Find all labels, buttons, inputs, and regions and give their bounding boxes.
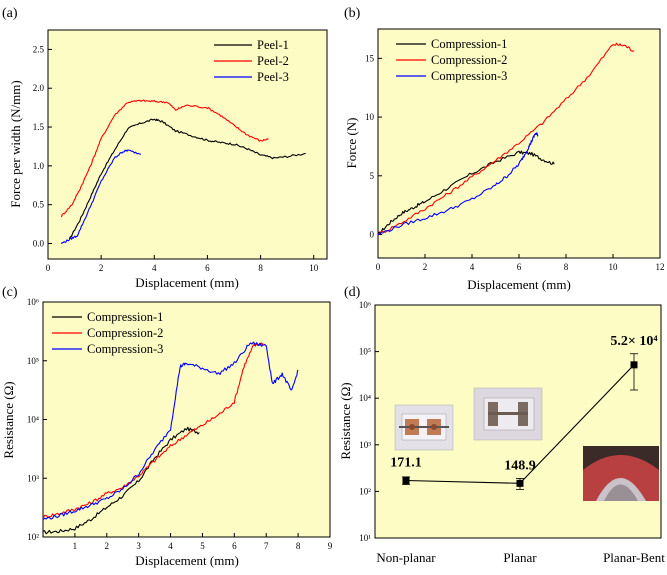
panel-a-series-2-line <box>60 99 269 218</box>
panel-c-series-3-line <box>42 341 299 521</box>
panel-d-value-label: 148.9 <box>504 458 536 473</box>
panel-d-category-label: Planar <box>503 550 537 565</box>
photo-planar <box>473 387 543 441</box>
panel-d-category-label: Planar-Bent <box>603 550 665 565</box>
panel-c-legend-label-1: Compression-1 <box>87 310 163 324</box>
panel-b-series-1-line <box>377 150 555 235</box>
panel-a-xtick-label: 4 <box>152 263 157 273</box>
panel-a-legend-label-1: Peel-1 <box>257 38 289 52</box>
panel-c-xtick-label: 3 <box>136 541 141 551</box>
panel-a-xtick-label: 8 <box>258 263 263 273</box>
panel-c-series-2-line <box>42 342 264 519</box>
panel-a-ytick-label: 1.0 <box>33 161 45 171</box>
panel-b-xtick-label: 10 <box>609 262 619 272</box>
panel-a-ytick-label: 0.0 <box>33 238 45 248</box>
panel-b-series-2-line <box>377 42 635 237</box>
panel-d-point <box>630 361 638 369</box>
panel-a-ytick-label: 2.5 <box>33 44 45 54</box>
panel-d-ylabel: Resistance (Ω) <box>338 382 353 459</box>
panel-c-ytick-label: 10² <box>27 532 39 542</box>
panel-a-xtick-label: 6 <box>205 263 210 273</box>
panel-d-category-label: Non-planar <box>376 550 436 565</box>
panel-a-ytick-label: 2.0 <box>33 83 45 93</box>
panel-a-legend-label-2: Peel-2 <box>257 54 289 68</box>
panel-b-xtick-label: 4 <box>470 262 475 272</box>
panel-b-xtick-label: 12 <box>656 262 665 272</box>
panel-b-xtick-label: 2 <box>423 262 428 272</box>
panel-c-ytick-label: 10³ <box>27 473 39 483</box>
panel-b-legend-label-2: Compression-2 <box>431 53 507 67</box>
panel-d-ytick-label: 10¹ <box>359 533 371 543</box>
panel-a-legend-label-3: Peel-3 <box>257 70 289 84</box>
panel-a-xtick-label: 2 <box>99 263 104 273</box>
photo-non-planar <box>394 404 454 451</box>
panel-d-label: (d) <box>344 285 361 300</box>
panel-c-ytick-label: 10⁵ <box>27 356 39 366</box>
panel-b-legend-label-1: Compression-1 <box>431 37 507 51</box>
panel-d-point <box>402 477 410 485</box>
photo-planar-bent <box>583 446 659 501</box>
panel-a-series-1-line <box>68 118 306 240</box>
panel-c-xtick-label: 7 <box>264 541 269 551</box>
panel-b: (b) Displacement (mm) Force (N) 0 2 4 6 8 10 1… <box>344 6 665 292</box>
panel-a-xtick-label: 10 <box>309 263 319 273</box>
panel-a-xtick-label: 0 <box>46 263 51 273</box>
panel-a-series-3-line <box>60 149 142 245</box>
panel-c-xtick-label: 5 <box>200 541 205 551</box>
panel-b-ytick-label: 0 <box>370 230 375 240</box>
panel-b-xlabel: Displacement (mm) <box>467 277 571 292</box>
panel-d-value-label: 5.2× 10⁴ <box>610 334 658 349</box>
panel-b-ytick-label: 15 <box>365 53 375 63</box>
panel-c-xlabel: Displacement (mm) <box>135 553 239 568</box>
panel-d-value-label: 171.1 <box>390 456 422 471</box>
panel-c-xtick-label: 2 <box>105 541 110 551</box>
panel-b-legend-label-3: Compression-3 <box>431 69 507 83</box>
panel-b-xtick-label: 8 <box>564 262 569 272</box>
panel-b-series-3-line <box>377 132 539 236</box>
panel-c-legend-label-2: Compression-2 <box>87 326 163 340</box>
panel-d-ytick-label: 10⁶ <box>359 300 371 310</box>
panel-c-xtick-label: 8 <box>296 541 301 551</box>
panel-c-label: (c) <box>2 285 18 300</box>
panel-c-xtick-label: 6 <box>232 541 237 551</box>
panel-c-xtick-label: 4 <box>168 541 173 551</box>
panel-c-series-1-line <box>42 426 200 535</box>
panel-d-point <box>516 479 524 487</box>
panel-a-ytick-label: 1.5 <box>33 122 45 132</box>
panel-b-ylabel: Force (N) <box>344 118 359 169</box>
panel-a-label: (a) <box>2 6 18 21</box>
panel-b-label: (b) <box>344 6 361 21</box>
panel-b-ytick-label: 5 <box>370 171 375 181</box>
panel-a-ylabel: Force per width (N/mm) <box>8 80 23 207</box>
panel-c-xtick-label: 9 <box>328 541 333 551</box>
panel-b-xtick-label: 6 <box>517 262 522 272</box>
panel-c-ytick-label: 10⁴ <box>27 415 39 425</box>
panel-a-xlabel: Displacement (mm) <box>135 275 239 290</box>
panel-b-xtick-label: 0 <box>376 262 381 272</box>
panel-c: (c) Displacement (mm) Resistance (Ω) 1 2 3… <box>1 285 333 568</box>
panel-d-ytick-label: 10² <box>359 486 371 496</box>
panel-b-ytick-label: 10 <box>365 112 375 122</box>
panel-c-ytick-label: 10⁶ <box>27 297 39 307</box>
panel-c-ylabel: Resistance (Ω) <box>1 381 16 458</box>
panel-a-background <box>47 29 328 260</box>
panel-a-ytick-label: 0.5 <box>33 200 45 210</box>
panel-c-legend-label-3: Compression-3 <box>87 342 163 356</box>
panel-c-xtick-label: 1 <box>73 541 78 551</box>
panel-a: (a) Displacement (mm) Force per width (N… <box>2 6 328 290</box>
panel-d-ytick-label: 10⁴ <box>359 393 371 403</box>
panel-d-ytick-label: 10³ <box>359 440 371 450</box>
panel-d-ytick-label: 10⁵ <box>359 347 371 357</box>
